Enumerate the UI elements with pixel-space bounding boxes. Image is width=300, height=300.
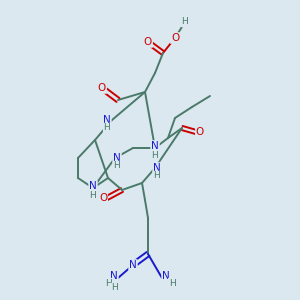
Text: O: O — [144, 37, 152, 47]
Text: N: N — [151, 141, 159, 151]
Text: N: N — [110, 271, 118, 281]
Text: H: H — [90, 190, 96, 200]
Text: O: O — [196, 127, 204, 137]
Text: H: H — [105, 278, 111, 287]
Text: O: O — [171, 33, 179, 43]
Text: H: H — [152, 152, 158, 160]
Text: O: O — [99, 193, 107, 203]
Text: H: H — [154, 172, 160, 181]
Text: N: N — [113, 153, 121, 163]
Text: H: H — [114, 161, 120, 170]
Text: H: H — [103, 124, 110, 133]
Text: N: N — [103, 115, 111, 125]
Text: N: N — [89, 181, 97, 191]
Text: H: H — [169, 278, 176, 287]
Text: O: O — [98, 83, 106, 93]
Text: H: H — [182, 17, 188, 26]
Text: N: N — [153, 163, 161, 173]
Text: N: N — [129, 260, 137, 270]
Text: H: H — [111, 284, 117, 292]
Text: N: N — [162, 271, 170, 281]
